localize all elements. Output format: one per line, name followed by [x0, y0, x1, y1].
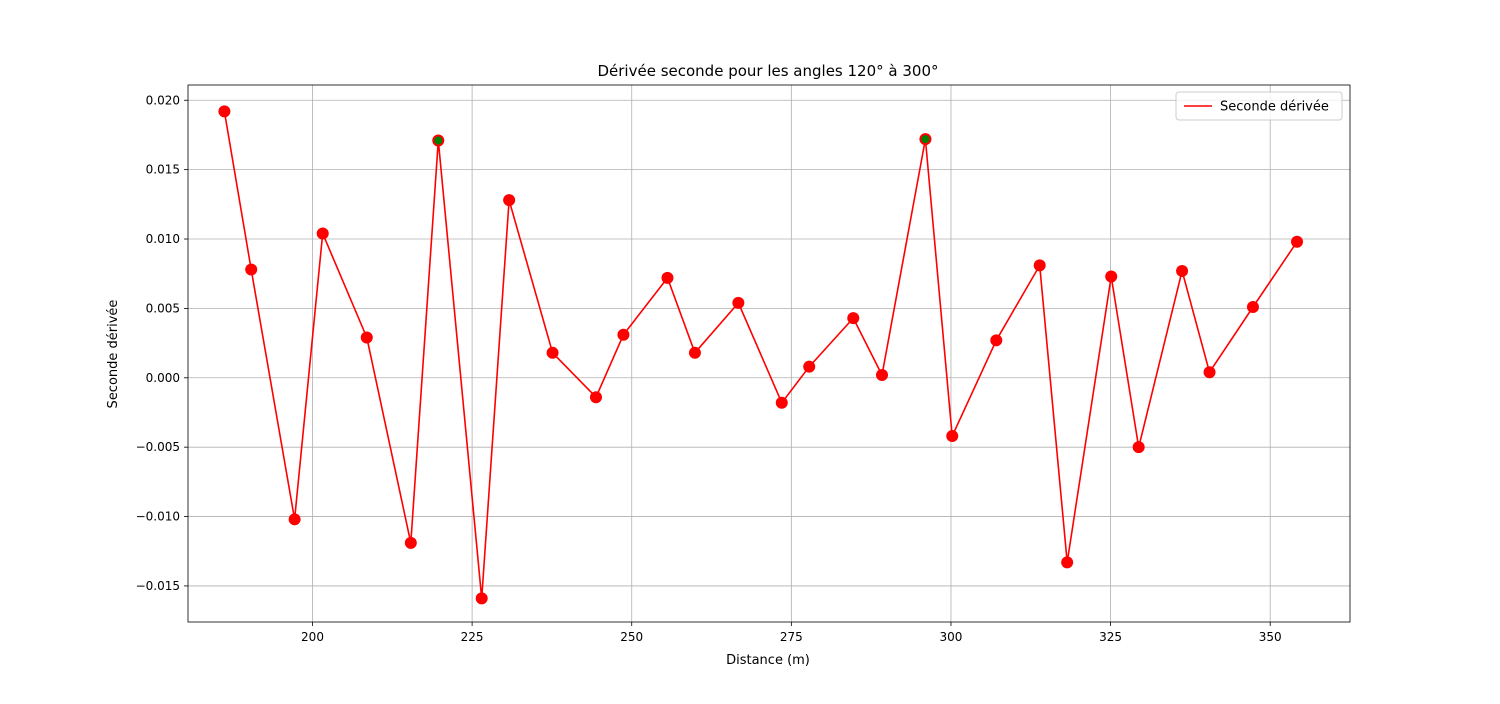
series-line [223, 111, 1298, 599]
data-point [546, 346, 559, 359]
data-point [1291, 235, 1304, 248]
y-tick-label: 0.015 [146, 163, 180, 177]
data-point [316, 227, 329, 240]
data-point [288, 513, 301, 526]
highlight-point [434, 136, 443, 145]
x-tick-label: 325 [1099, 630, 1122, 644]
data-point [360, 331, 373, 344]
legend: Seconde dérivée [1175, 91, 1343, 121]
data-point [617, 328, 630, 341]
axes: 200 225 250 275 300 325 350 −0.015 −0.010 −0.005 0… [136, 84, 1351, 644]
x-tick-label: 200 [301, 630, 324, 644]
grid [188, 85, 1350, 622]
data-point [803, 360, 816, 373]
y-tick-label: −0.005 [136, 440, 180, 454]
x-tick-label: 350 [1259, 630, 1282, 644]
x-axis-label: Distance (m) [726, 653, 810, 668]
data-point [1203, 366, 1216, 379]
highlight-point [921, 135, 930, 144]
data-point [946, 430, 959, 443]
y-tick-label: 0.010 [146, 232, 180, 246]
chart-title: Dérivée seconde pour les angles 120° à 3… [597, 62, 938, 80]
data-point [732, 296, 745, 309]
legend-label: Seconde dérivée [1220, 100, 1329, 115]
y-tick-label: −0.010 [136, 510, 180, 524]
data-point [688, 346, 701, 359]
y-tick-label: 0.000 [146, 371, 180, 385]
x-tick-label: 275 [780, 630, 803, 644]
data-point [503, 194, 516, 207]
data-point [245, 263, 258, 276]
data-point [1033, 259, 1046, 272]
y-axis-label: Seconde dérivée [106, 300, 121, 409]
data-point [404, 536, 417, 549]
data-point [218, 105, 231, 118]
legend-box [1175, 91, 1343, 121]
data-point [847, 312, 860, 325]
data-point [1176, 264, 1189, 277]
data-point [1246, 301, 1259, 314]
x-tick-label: 250 [620, 630, 643, 644]
data-point [475, 592, 488, 605]
data-point [1105, 270, 1118, 283]
data-point [1061, 556, 1074, 569]
data-point [775, 396, 788, 409]
y-tick-label: 0.020 [146, 93, 180, 107]
data-point [876, 369, 889, 382]
data-point [589, 391, 602, 404]
series-layer [218, 105, 1304, 605]
data-point [1132, 441, 1145, 454]
y-tick-label: 0.005 [146, 301, 180, 315]
x-tick-label: 225 [461, 630, 484, 644]
y-tick-label: −0.015 [136, 579, 180, 593]
data-point [990, 334, 1003, 347]
plot-frame [187, 84, 1351, 623]
data-point [661, 271, 674, 284]
x-tick-label: 300 [940, 630, 963, 644]
